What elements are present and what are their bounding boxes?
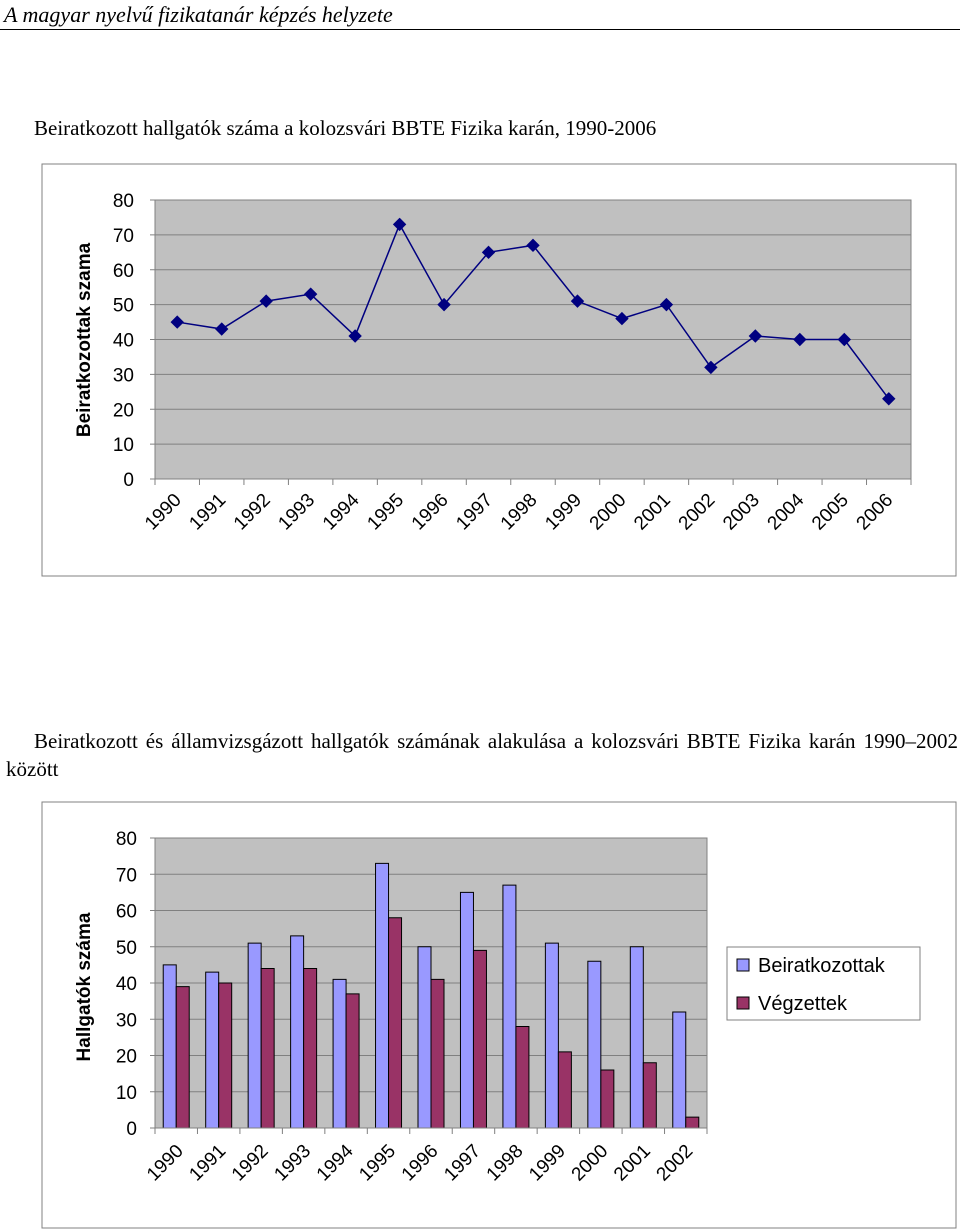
chart2-y-tick-label: 60: [116, 902, 137, 923]
chart2-bar-beiratkozottak: [205, 971, 220, 1129]
chart2-bar-vegzettek: [303, 968, 318, 1129]
chart1-y-tick-label: 0: [123, 470, 134, 491]
chart2-bar-beiratkozottak: [162, 964, 177, 1129]
page-header-title: A magyar nyelvű fizikatanár képzés helyz…: [4, 2, 393, 27]
chart2-bar-vegzettek: [557, 1051, 572, 1129]
chart2-bar-beiratkozottak: [502, 884, 517, 1129]
chart1-y-axis-label: Beiratkozottak szama: [74, 242, 95, 437]
chart2-bar-vegzettek: [642, 1062, 657, 1129]
chart1-y-tick-label: 20: [113, 400, 134, 421]
chart2-bar-vegzettek: [515, 1026, 530, 1129]
chart2-bar-beiratkozottak: [672, 1011, 687, 1129]
chart1-data-point: [526, 238, 540, 253]
chart1-y-tick-label: 10: [113, 435, 134, 456]
chart2-bar-vegzettek: [175, 986, 190, 1129]
chart1-y-tick-label: 40: [113, 331, 134, 352]
chart1-caption: Beiratkozott hallgatók száma a kolozsvár…: [34, 116, 657, 140]
legend-label-beiratkozottak: Beiratkozottak: [758, 955, 886, 977]
chart2-bar-vegzettek: [218, 982, 233, 1129]
chart2-y-axis-label: Hallgatók száma: [74, 912, 95, 1061]
chart2-bar-beiratkozottak: [417, 946, 432, 1129]
chart1-y-tick-label: 50: [113, 296, 134, 317]
chart1-y-tick-label: 60: [113, 261, 134, 282]
chart1-data-point: [837, 332, 852, 347]
chart1-data-point: [570, 294, 585, 308]
chart2-bar-beiratkozottak: [375, 862, 390, 1129]
chart2-y-tick-label: 80: [116, 829, 137, 850]
chart2-bar-vegzettek: [685, 1116, 700, 1129]
chart2-caption: Beiratkozott és államvizsgázott hallgató…: [6, 729, 958, 781]
chart2-y-tick-label: 30: [116, 1010, 137, 1031]
chart1-data-point: [793, 332, 807, 347]
chart1-data-point: [704, 360, 718, 375]
chart2-bar-beiratkozottak: [587, 960, 602, 1129]
chart2-y-tick-label: 20: [116, 1047, 137, 1068]
legend-swatch-vegzettek: [736, 996, 750, 1010]
chart1-data-point: [615, 311, 629, 326]
chart2-bar-vegzettek: [388, 917, 403, 1129]
chart1-y-tick-label: 70: [113, 226, 134, 247]
chart1-data-point: [170, 315, 184, 329]
chart1-markers: [170, 217, 896, 406]
legend-swatch-beiratkozottak: [736, 958, 750, 972]
chart2-bar-vegzettek: [260, 968, 275, 1129]
chart2-bar-beiratkozottak: [332, 978, 347, 1129]
legend-label-vegzettek: Végzettek: [758, 993, 848, 1015]
chart1-data-point: [303, 287, 318, 301]
chart2-bar-vegzettek: [345, 993, 360, 1129]
chart1-y-tick-label: 80: [113, 191, 134, 212]
chart1-data-point: [392, 217, 407, 232]
chart2-y-axis: 0 10 20 30 40 50 60 70 80: [116, 829, 156, 1140]
chart1-data-point: [481, 245, 496, 260]
chart2-y-tick-label: 70: [116, 865, 137, 886]
chart1-data-point: [259, 294, 273, 308]
chart1-data-point: [659, 297, 674, 312]
chart2-y-tick-label: 10: [116, 1083, 137, 1104]
chart2-legend: Beiratkozottak Végzettek: [726, 946, 921, 1021]
chart1-y-tick-label: 30: [113, 365, 134, 386]
chart2-bars: [162, 862, 700, 1129]
header-divider: [0, 29, 960, 30]
chart2-y-tick-label: 0: [126, 1119, 137, 1140]
chart2-bar-vegzettek: [472, 949, 487, 1129]
chart1-y-axis: 0 10 20 30 40 50 60 70 80: [113, 191, 156, 491]
legend-box: [726, 946, 921, 1021]
chart2-bar-beiratkozottak: [290, 935, 305, 1129]
chart2-bar-beiratkozottak: [247, 942, 262, 1129]
chart1-data-point: [437, 297, 451, 312]
chart2-bar-beiratkozottak: [544, 942, 559, 1129]
chart1-data-point: [882, 392, 896, 406]
chart2-bar-vegzettek: [430, 978, 445, 1129]
chart1-data-point: [348, 329, 362, 343]
chart1-gridlines: [155, 234, 911, 445]
chart2-y-tick-label: 40: [116, 974, 137, 995]
chart1-data-point: [748, 329, 763, 343]
chart2-bar-beiratkozottak: [459, 891, 474, 1129]
chart2-bar-beiratkozottak: [629, 946, 644, 1129]
chart1-data-point: [214, 322, 229, 336]
chart2-y-tick-label: 50: [116, 938, 137, 959]
chart2-bar-vegzettek: [600, 1069, 615, 1129]
